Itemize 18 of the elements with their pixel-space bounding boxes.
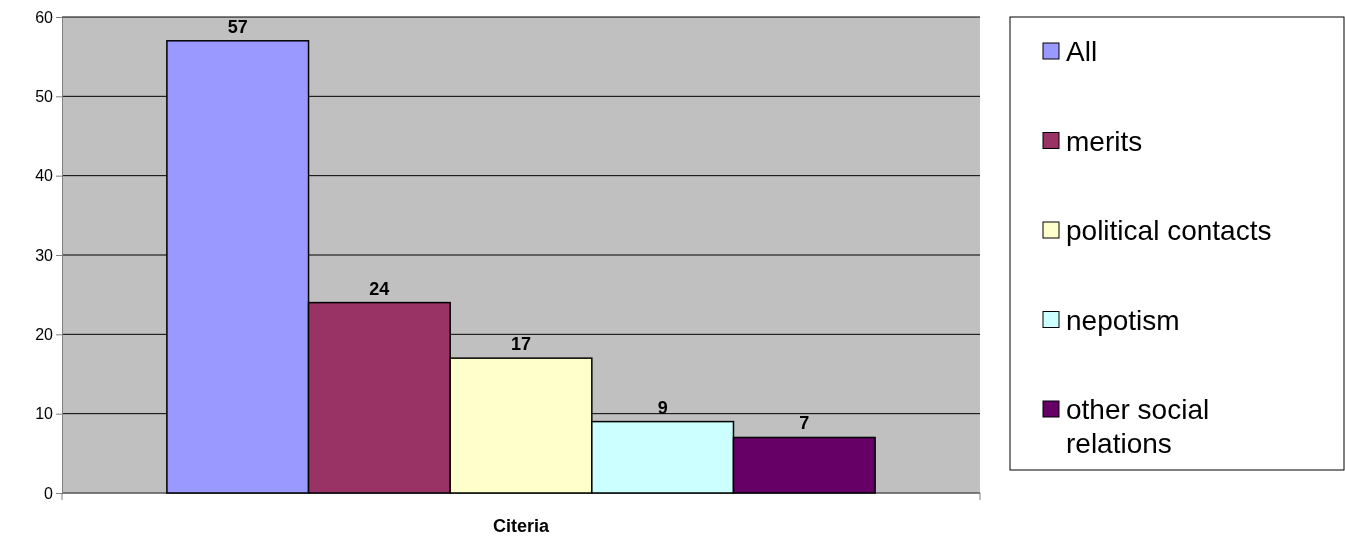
y-tick-label: 50: [35, 87, 54, 105]
y-tick-label: 40: [35, 167, 54, 185]
y-tick-label: 20: [35, 325, 54, 343]
legend-label: merits: [1066, 125, 1143, 157]
legend-label: nepotism: [1066, 304, 1180, 336]
legend-label: All: [1066, 36, 1098, 67]
legend-label: other social relations: [1066, 394, 1210, 459]
y-tick-label: 0: [44, 484, 54, 502]
x-tick-label: Citeria: [492, 515, 550, 536]
data-label: 17: [510, 334, 532, 355]
data-label: 9: [657, 397, 668, 418]
y-tick-label: 10: [35, 405, 54, 423]
data-label: 7: [799, 413, 810, 434]
y-tick-label: 30: [35, 246, 54, 264]
data-label: 57: [227, 16, 248, 37]
legend-label: political contacts: [1066, 215, 1272, 246]
data-label: 24: [369, 278, 390, 299]
y-tick-label: 60: [35, 8, 54, 26]
